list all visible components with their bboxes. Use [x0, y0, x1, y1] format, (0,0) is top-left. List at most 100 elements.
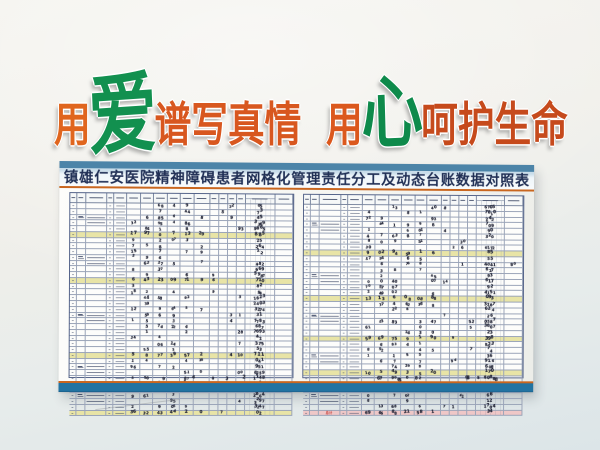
table-cell [180, 399, 194, 404]
table-cell [362, 302, 376, 307]
handwritten-mark: 9 [212, 289, 216, 295]
handwritten-mark: 5 [379, 369, 383, 375]
printed-text-mark [349, 206, 360, 208]
printed-text-mark [343, 241, 346, 242]
table-cell [209, 244, 219, 249]
handwritten-mark: 7 [238, 340, 242, 346]
handwritten-mark: 4 [132, 335, 136, 340]
handwritten-mark: 2 [131, 404, 135, 410]
printed-text-mark [115, 354, 125, 356]
handwritten-mark: 0 [380, 239, 383, 245]
table-cell [209, 353, 219, 358]
table-cell [319, 284, 342, 290]
table-cell [504, 211, 524, 217]
table-cell: 2 [180, 409, 194, 416]
printed-text-mark [71, 251, 75, 252]
handwritten-mark: 7 [261, 398, 265, 404]
printed-text-mark [320, 281, 339, 282]
handwritten-mark: 8 [393, 267, 396, 272]
printed-text-mark [349, 269, 360, 271]
printed-text-mark [305, 280, 308, 282]
table-cell [218, 232, 228, 238]
table-cell [274, 399, 293, 404]
table-cell [166, 370, 181, 376]
table-cell [361, 330, 376, 336]
handwritten-mark: 4 [172, 409, 177, 415]
table-cell [347, 244, 363, 250]
printed-text-mark [304, 198, 309, 200]
table-cell [113, 289, 128, 295]
printed-text-mark [349, 264, 360, 265]
table-cell [76, 214, 86, 220]
table-cell [180, 335, 194, 341]
table-cell: 9 [401, 222, 416, 228]
table-header-cell [375, 195, 389, 205]
printed-text-mark [349, 326, 360, 328]
table-cell [440, 399, 450, 404]
handwritten-mark: 9 [452, 335, 455, 341]
table-cell [309, 370, 319, 376]
table-cell [450, 239, 459, 245]
table-cell [449, 302, 459, 308]
table-cell [440, 393, 450, 399]
table-cell [467, 274, 477, 279]
handwritten-mark: 8 [132, 266, 135, 272]
table-cell [441, 302, 450, 308]
table-cell [209, 226, 219, 232]
table-cell [467, 268, 477, 274]
table-cell [318, 324, 342, 330]
printed-text-mark [305, 332, 308, 334]
printed-text-mark [342, 343, 345, 345]
handwritten-mark: 8 [490, 335, 495, 341]
table-cell [347, 262, 363, 267]
handwritten-mark: 3 [131, 282, 135, 289]
table-cell [85, 266, 108, 272]
printed-text-mark [87, 320, 105, 322]
table-cell [310, 319, 319, 324]
table-cell [449, 364, 459, 370]
printed-text-mark [305, 223, 308, 225]
handwritten-mark: 3 [381, 295, 385, 301]
table-cell [310, 273, 320, 279]
table-cell [503, 410, 523, 416]
table-cell [458, 268, 468, 274]
table-header-cell [402, 195, 416, 205]
table-cell [227, 341, 237, 347]
table-cell [458, 279, 468, 285]
table-cell [426, 393, 441, 399]
printed-text-mark [342, 298, 346, 300]
handwritten-mark: 2 [133, 220, 137, 225]
table-cell [414, 285, 427, 290]
slogan-text-hehushengming: 呵护生命 [421, 98, 568, 153]
printed-text-mark [71, 228, 75, 229]
table-cell [113, 329, 127, 335]
table-cell [85, 341, 107, 347]
table-cell [440, 364, 450, 370]
handwritten-mark: 8 [443, 205, 448, 211]
printed-text-mark [349, 349, 360, 351]
handwritten-mark: 2 [145, 410, 150, 416]
printed-text-mark [114, 395, 125, 397]
table-cell [441, 273, 450, 279]
printed-text-mark [320, 223, 339, 225]
table-cell [218, 238, 228, 244]
table-cell [236, 318, 246, 324]
handwritten-mark: 2 [394, 290, 398, 295]
table-cell [441, 290, 450, 296]
printed-text-mark [129, 197, 138, 199]
table-cell [388, 216, 402, 222]
printed-text-mark [109, 211, 112, 212]
table-cell [113, 370, 127, 376]
printed-text-mark [71, 412, 74, 414]
table-cell [113, 237, 128, 243]
printed-text-mark [305, 320, 308, 322]
printed-text-mark [349, 224, 360, 225]
table-cell [76, 254, 86, 260]
